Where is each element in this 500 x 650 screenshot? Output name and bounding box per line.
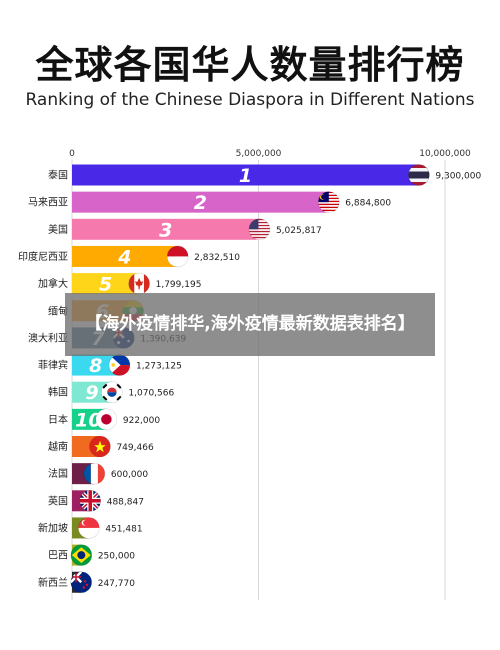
category-label: 加拿大 bbox=[38, 277, 68, 290]
category-label: 澳大利亚 bbox=[28, 331, 68, 344]
value-label: 451,481 bbox=[105, 524, 142, 534]
category-label: 巴西 bbox=[48, 550, 68, 562]
category-label: 新西兰 bbox=[38, 576, 68, 589]
canada-flag-icon bbox=[128, 273, 150, 295]
flag-border bbox=[78, 517, 100, 539]
category-label: 泰国 bbox=[48, 169, 68, 182]
value-label: 2,832,510 bbox=[194, 253, 240, 263]
value-label: 922,000 bbox=[123, 416, 160, 426]
bar bbox=[72, 191, 329, 213]
flag-border bbox=[79, 489, 102, 512]
chart-title-zh: 全球各国华人数量排行榜 bbox=[35, 43, 465, 87]
x-tick-label: 10,000,000 bbox=[419, 149, 471, 159]
usa-flag-icon bbox=[248, 218, 270, 240]
category-label: 马来西亚 bbox=[28, 197, 68, 209]
rank-number: 10 bbox=[75, 409, 101, 431]
category-label: 印度尼西亚 bbox=[18, 250, 68, 263]
value-label: 250,000 bbox=[98, 552, 135, 562]
vietnam-flag-icon bbox=[89, 436, 111, 457]
value-label: 5,025,817 bbox=[276, 226, 322, 236]
chart-title-en: Ranking of the Chinese Diaspora in Diffe… bbox=[25, 90, 475, 110]
x-tick-label: 0 bbox=[69, 149, 75, 159]
category-label: 缅甸 bbox=[48, 304, 68, 317]
flag-border bbox=[70, 544, 93, 566]
korea-flag-icon bbox=[101, 381, 123, 403]
value-label: 247,770 bbox=[98, 579, 135, 589]
bar-chart: 0 5,000,000 10,000,000 泰国 1 9,300,000 马来西亚 2 6,8… bbox=[18, 149, 481, 600]
bar bbox=[72, 245, 178, 267]
flag-border bbox=[70, 571, 93, 594]
flag-border bbox=[83, 462, 106, 485]
flag-border bbox=[101, 381, 123, 404]
flag-border bbox=[95, 408, 118, 431]
category-label: 英国 bbox=[48, 494, 68, 507]
value-label: 6,884,800 bbox=[345, 199, 391, 209]
bar bbox=[72, 164, 419, 186]
flag-border bbox=[408, 164, 430, 186]
value-label: 749,466 bbox=[116, 443, 153, 453]
rank-number: 5 bbox=[99, 274, 112, 296]
brazil-flag-icon bbox=[70, 544, 92, 566]
bar bbox=[72, 354, 120, 376]
category-label: 美国 bbox=[48, 223, 68, 236]
value-label: 1,070,566 bbox=[128, 389, 174, 399]
malaysia-flag-icon bbox=[318, 191, 340, 213]
rank-number: 4 bbox=[117, 246, 131, 268]
rank-number: 3 bbox=[159, 219, 172, 241]
thailand-flag-icon bbox=[408, 164, 430, 186]
flag-border bbox=[318, 191, 340, 213]
flag-border bbox=[166, 245, 189, 268]
value-label: 1,799,195 bbox=[156, 280, 202, 290]
uk-flag-icon bbox=[79, 490, 101, 512]
rank-number: 8 bbox=[89, 355, 102, 377]
france-flag-icon bbox=[83, 463, 105, 485]
value-label: 488,847 bbox=[107, 497, 144, 507]
rank-number: 1 bbox=[239, 165, 252, 187]
value-label: 1,273,125 bbox=[136, 362, 182, 372]
headline-overlay: 【海外疫情排华,海外疫情最新数据表排名】 bbox=[65, 293, 435, 356]
category-label: 菲律宾 bbox=[38, 359, 68, 372]
indonesia-flag-icon bbox=[167, 245, 189, 267]
rank-number: 9 bbox=[85, 382, 98, 404]
category-label: 新加坡 bbox=[38, 521, 68, 534]
rank-number: 2 bbox=[194, 192, 207, 214]
japan-flag-icon bbox=[95, 408, 117, 430]
value-label: 9,300,000 bbox=[435, 172, 481, 182]
flag-border bbox=[89, 435, 111, 458]
bar bbox=[72, 218, 260, 240]
category-label: 越南 bbox=[48, 440, 68, 453]
bar bbox=[72, 381, 112, 403]
bar bbox=[72, 273, 140, 295]
category-label: 法国 bbox=[48, 467, 68, 480]
flag-border bbox=[248, 218, 271, 241]
new-zealand-flag-icon bbox=[70, 571, 92, 593]
philippines-flag-icon bbox=[108, 354, 130, 376]
category-label: 日本 bbox=[48, 413, 68, 426]
singapore-flag-icon bbox=[78, 517, 100, 539]
x-tick-label: 5,000,000 bbox=[236, 149, 282, 159]
category-label: 韩国 bbox=[48, 386, 68, 399]
value-label: 600,000 bbox=[111, 470, 148, 480]
